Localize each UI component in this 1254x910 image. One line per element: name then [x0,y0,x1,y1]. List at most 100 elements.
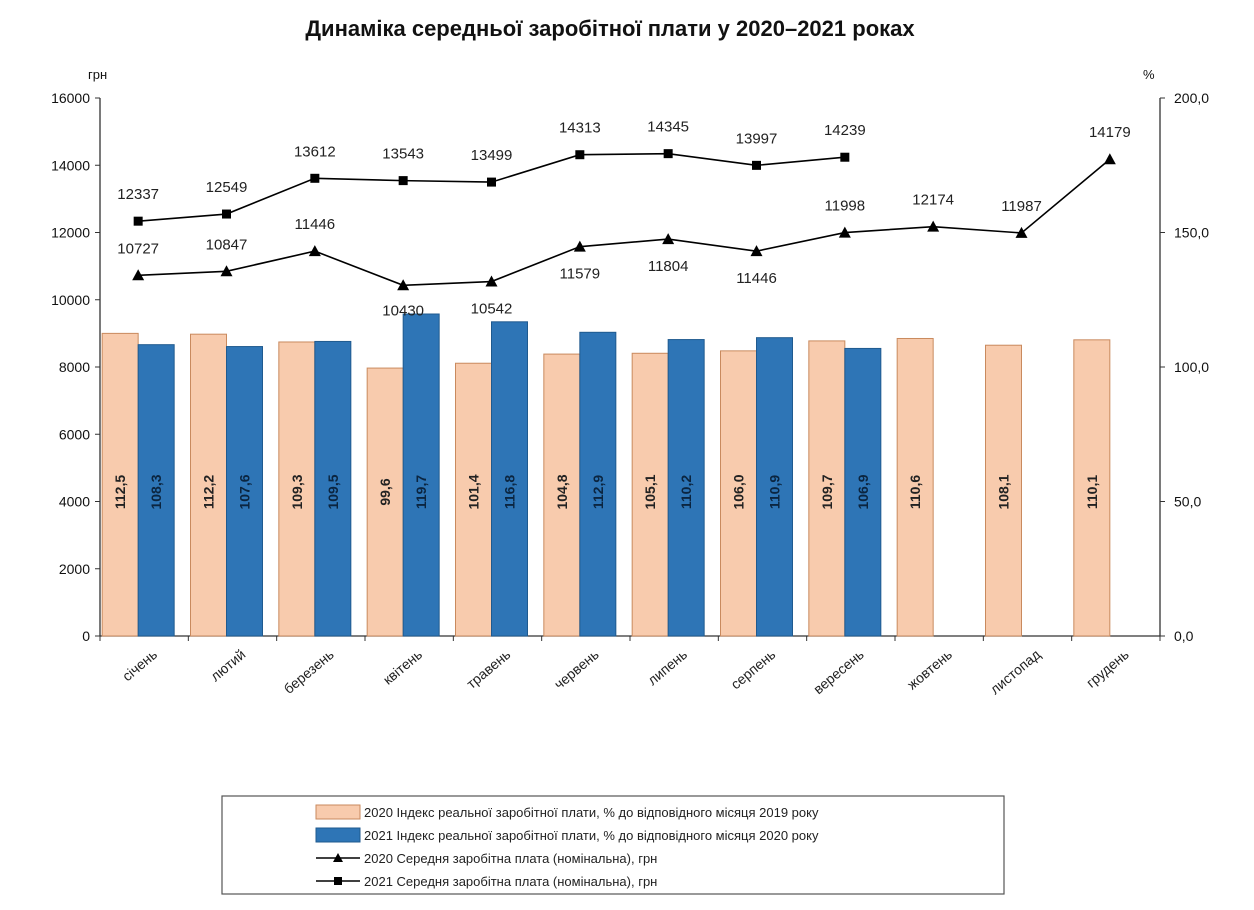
right-tick-label: 150,0 [1174,225,1209,241]
bar-value-label: 110,2 [678,475,694,509]
bar-2021 [667,339,705,637]
square-marker [663,149,673,159]
bar-2020 [543,353,581,637]
bar-2021 [314,340,352,637]
right-axis-unit: % [1143,67,1155,82]
square-marker [310,173,320,183]
left-tick-label: 2000 [59,561,90,577]
legend-swatch [315,827,361,843]
category-label: липень [644,646,690,688]
left-tick-label: 0 [82,628,90,644]
right-tick-label: 0,0 [1174,628,1194,644]
bar-value-label: 109,5 [325,474,341,509]
triangle-marker [397,279,410,291]
legend-label: 2020 Індекс реальної заробітної плати, %… [364,805,819,820]
line-value-label: 14179 [1089,124,1131,141]
category-label: травень [463,646,513,692]
square-marker [398,176,408,186]
category-label: листопад [987,646,1044,697]
line-value-label: 13997 [736,130,778,147]
square-marker [575,150,585,160]
line-value-label: 11987 [1001,198,1042,215]
bar-value-label: 107,6 [237,474,253,509]
line-value-label: 11446 [295,216,336,233]
line-value-label: 14313 [559,120,601,137]
category-label: лютий [207,646,248,684]
bar-value-label: 119,7 [413,475,429,509]
right-tick-label: 200,0 [1174,90,1209,106]
bar-value-label: 116,8 [502,475,518,509]
square-marker [752,160,761,170]
bar-value-label: 108,3 [148,474,164,509]
bar-value-label: 104,8 [554,474,570,509]
bars: 112,5 112,2 109,3 99,6 101,4 104,8 105,1 106,0 1… [101,313,1111,637]
category-label: вересень [810,646,867,697]
legend-label: 2021 Середня заробітна плата (номінальна… [364,874,657,889]
triangle-marker [750,245,763,257]
bar-value-label: 112,9 [590,475,606,509]
bar-2020 [366,367,404,637]
line-value-label: 11804 [648,258,689,275]
square-marker [133,216,143,226]
bar-2020 [896,337,934,637]
line-value-label: 11446 [736,270,777,287]
bar-value-label: 109,7 [819,474,835,509]
category-labels: січень лютий березень квітень травень червень… [119,646,1132,697]
line-value-label: 10542 [471,301,513,318]
legend: 2020 Індекс реальної заробітної плати, %… [221,795,1005,895]
right-tick-label: 100,0 [1174,359,1209,375]
left-tick-label: 8000 [59,359,90,375]
category-label: січень [119,646,160,684]
bar-2020 [985,344,1022,637]
left-axis-unit: грн [88,67,107,82]
line-value-label: 14239 [824,122,866,139]
category-label: березень [281,646,337,697]
bar-value-label: 106,9 [855,474,871,509]
line-value-label: 11579 [560,266,601,283]
axes: 0 2000 4000 6000 8000 10000 12000 14000 16000 0,0… [51,90,1209,644]
legend-triangle-marker [333,853,343,862]
bar-2021 [756,337,793,637]
left-tick-label: 12000 [51,225,90,241]
triangle-marker [1015,226,1028,238]
lines: 10727 10847 11446 10430 10542 11579 11804 11446… [117,119,1130,320]
line-value-label: 14345 [647,119,689,136]
category-label: квітень [380,646,425,688]
legend-swatch [315,804,361,820]
category-label: червень [551,646,602,692]
bar-2020 [631,352,669,637]
line-value-label: 13612 [294,143,336,160]
triangle-marker [838,226,851,238]
bar-2020 [190,333,227,637]
bar-2021 [137,344,175,637]
bar-2021 [844,347,882,637]
legend-label: 2021 Індекс реальної заробітної плати, %… [364,828,819,843]
bar-value-label: 110,6 [907,475,923,509]
bar-2020 [101,332,139,637]
line-value-label: 11998 [825,198,866,215]
bar-value-label: 106,0 [731,474,747,509]
line-value-label: 12337 [117,186,159,203]
bar-value-label: 105,1 [642,474,658,509]
line-value-label: 12549 [206,179,248,196]
right-tick-label: 50,0 [1174,494,1201,510]
line-value-label: 10727 [117,240,159,257]
triangle-marker [308,245,321,257]
left-tick-label: 10000 [51,292,90,308]
square-marker [487,177,496,187]
legend-label: 2020 Середня заробітна плата (номінальна… [364,851,657,866]
chart-title: Динаміка середньої заробітної плати у 20… [305,16,915,41]
bar-value-label: 110,1 [1084,475,1100,509]
bar-value-label: 110,9 [767,475,783,509]
bar-2021 [579,331,617,637]
triangle-marker [220,265,233,277]
bar-2021 [491,321,528,637]
category-label: грудень [1083,646,1132,691]
triangle-marker [485,275,498,287]
category-label: жовтень [904,646,955,693]
triangle-marker [1103,153,1116,165]
left-tick-label: 4000 [59,494,90,510]
bar-2020 [720,350,757,637]
line-value-label: 10430 [382,302,424,319]
bar-2020 [808,340,846,637]
